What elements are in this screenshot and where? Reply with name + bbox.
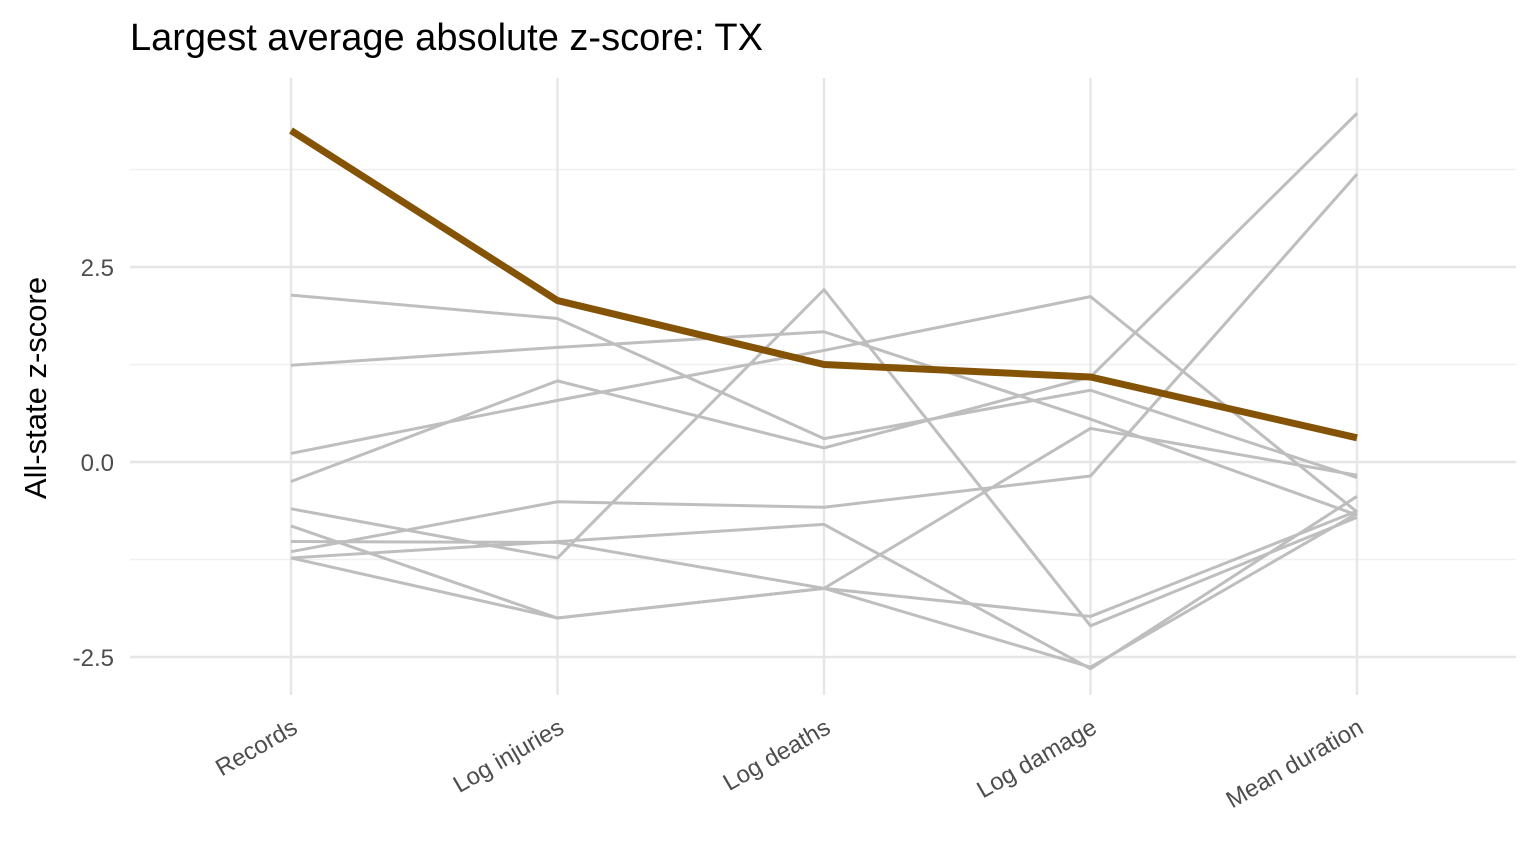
x-axis-ticks: Records Log injuries Log deaths Log damage M… bbox=[211, 714, 1368, 814]
highlight-series bbox=[289, 127, 1358, 442]
y-tick-label: -2.5 bbox=[73, 645, 114, 672]
x-tick-label: Log damage bbox=[972, 714, 1101, 804]
background-series-line bbox=[290, 173, 1359, 554]
y-axis-label: All-state z-score bbox=[18, 277, 53, 499]
chart-title: Largest average absolute z-score: TX bbox=[130, 17, 763, 59]
gridlines bbox=[130, 78, 1516, 695]
y-tick-label: 0.0 bbox=[81, 450, 114, 477]
background-series-line bbox=[290, 112, 1359, 483]
background-series-line bbox=[290, 509, 1358, 620]
highlight-series-line bbox=[289, 127, 1358, 442]
background-series-line bbox=[290, 295, 1358, 514]
background-series-line bbox=[290, 495, 1358, 671]
background-series bbox=[290, 112, 1359, 671]
background-series-line bbox=[290, 330, 1358, 517]
x-tick-label: Log deaths bbox=[719, 714, 835, 797]
y-axis-ticks: -2.5 0.0 2.5 bbox=[73, 255, 114, 672]
y-tick-label: 2.5 bbox=[81, 255, 114, 282]
x-tick-label: Log injuries bbox=[449, 714, 569, 799]
x-tick-label: Records bbox=[211, 714, 302, 782]
background-series-line bbox=[290, 293, 1358, 480]
x-tick-label: Mean duration bbox=[1222, 714, 1368, 814]
